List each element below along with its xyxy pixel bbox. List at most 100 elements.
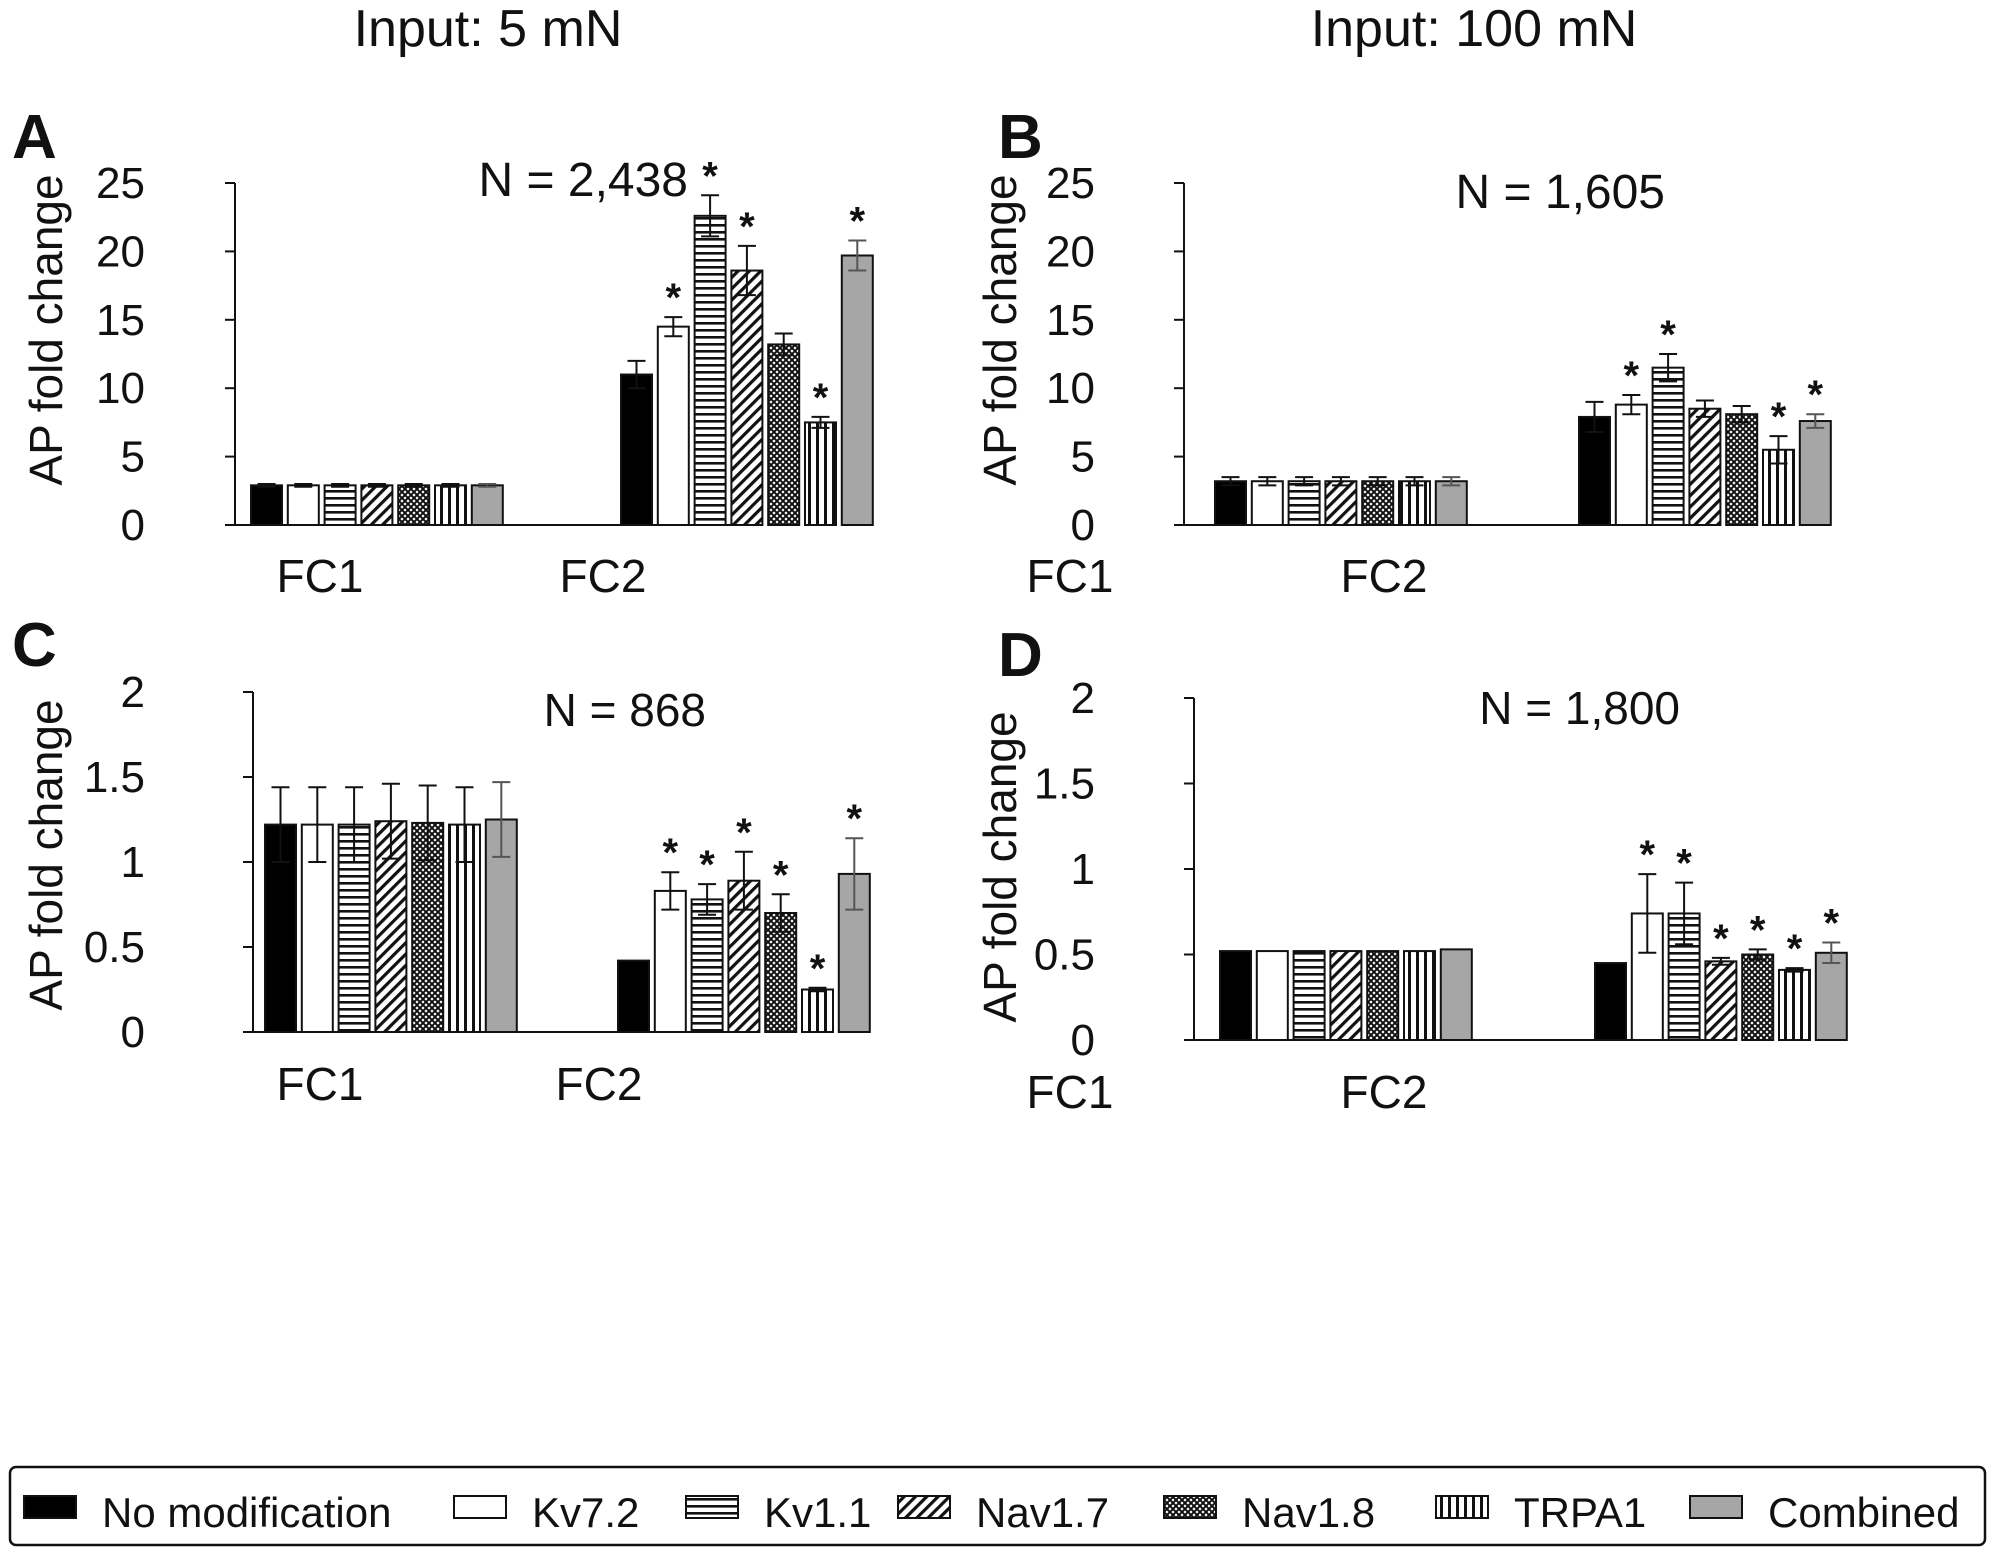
significance-star: *: [666, 276, 682, 320]
bar-fc2-kv7-2: [653, 889, 687, 1034]
panel-letter-c: C: [12, 611, 57, 680]
bar-fc2-no-modification: [620, 373, 653, 526]
significance-star: *: [1808, 373, 1824, 417]
significance-star: *: [699, 843, 715, 887]
bar-fc1-kv7-2: [1255, 950, 1289, 1042]
x-category-label: FC1: [277, 1058, 364, 1110]
bar-fc1-kv1-1: [1287, 480, 1321, 526]
bar-fc2-nav1-8: [764, 912, 798, 1033]
bar-fc1-no-modification: [250, 484, 283, 527]
significance-star: *: [1771, 395, 1787, 439]
bar-fc1-nav1-8: [1366, 950, 1400, 1042]
bar-fc2-nav1-7: [1688, 407, 1722, 526]
y-tick-label: 0.5: [1034, 931, 1095, 980]
y-tick-label: 5: [1071, 433, 1095, 482]
bar-fc1-no-modification: [1214, 480, 1247, 526]
bar-fc1-trpa1: [1398, 480, 1431, 526]
y-tick-label: 0: [1071, 501, 1095, 550]
x-category-label: FC2: [1341, 550, 1428, 602]
bar-fc1-kv7-2: [286, 484, 320, 527]
bar-fc1-no-modification: [1219, 950, 1252, 1042]
significance-star: *: [847, 797, 863, 841]
legend: No modification Kv7.2 Kv1.1 Nav1.7 Nav1.8 TRP…: [8, 1465, 1987, 1547]
y-axis-label: AP fold change: [974, 711, 1026, 1022]
bar-fc1-combined: [1439, 948, 1473, 1041]
bar-fc2-nav1-8: [767, 343, 801, 527]
sample-size-label: N = 868: [544, 684, 706, 736]
legend-label-nav1-7: Nav1.7: [976, 1489, 1109, 1536]
bar-fc1-kv7-2: [1250, 480, 1284, 526]
legend-label-nav1-8: Nav1.8: [1242, 1489, 1375, 1536]
y-tick-label: 0.5: [84, 923, 145, 972]
significance-star: *: [850, 199, 866, 243]
panel-letter-b: B: [998, 103, 1043, 172]
y-tick-label: 2: [1071, 674, 1095, 723]
sample-size-label: N = 1,800: [1479, 682, 1680, 734]
y-tick-label: 20: [1046, 227, 1095, 276]
y-tick-label: 25: [1046, 159, 1095, 208]
y-tick-label: 15: [96, 296, 145, 345]
column-title-100mn: Input: 100 mN: [1311, 0, 1638, 58]
significance-star: *: [1624, 354, 1640, 398]
sample-size-label: N = 2,438: [479, 154, 688, 207]
y-axis-label: AP fold change: [20, 699, 72, 1010]
panel-letter-a: A: [12, 103, 57, 172]
legend-frame: [8, 1465, 1987, 1547]
y-tick-label: 2: [121, 668, 145, 717]
bar-fc1-combined: [1434, 480, 1468, 526]
y-tick-label: 5: [121, 433, 145, 482]
bar-fc2-combined: [1814, 951, 1848, 1041]
legend-swatch-trpa1: [1435, 1495, 1489, 1519]
bar-fc2-no-modification: [1594, 962, 1627, 1041]
legend-swatch-kv7-2: [453, 1495, 507, 1519]
y-tick-label: 20: [96, 227, 145, 276]
bar-fc2-nav1-8: [1741, 953, 1775, 1041]
y-axis-label: AP fold change: [974, 174, 1026, 485]
y-axis-label: AP fold change: [20, 174, 72, 485]
column-title-5mn: Input: 5 mN: [354, 0, 623, 58]
significance-star: *: [1640, 833, 1656, 877]
significance-star: *: [739, 205, 755, 249]
y-tick-label: 10: [1046, 364, 1095, 413]
significance-star: *: [736, 811, 752, 855]
y-tick-label: 10: [96, 364, 145, 413]
bar-fc1-trpa1: [434, 484, 467, 527]
bar-fc2-trpa1: [1778, 968, 1811, 1042]
bar-fc2-nav1-7: [1704, 960, 1738, 1042]
bar-fc2-kv1-1: [690, 898, 724, 1034]
legend-swatch-nav1-7: [897, 1495, 951, 1519]
bar-fc1-nav1-7: [1329, 950, 1363, 1042]
bar-fc1-nav1-8: [1361, 480, 1395, 526]
y-tick-label: 1: [1071, 845, 1095, 894]
bar-fc1-combined: [470, 484, 504, 527]
y-tick-label: 0: [1071, 1016, 1095, 1065]
legend-swatch-nav1-8: [1163, 1495, 1217, 1519]
x-category-label: FC2: [556, 1058, 643, 1110]
bar-fc2-nav1-8: [1725, 413, 1759, 526]
x-category-label: FC2: [1341, 1066, 1428, 1118]
y-tick-label: 15: [1046, 296, 1095, 345]
y-tick-label: 1: [121, 838, 145, 887]
bar-fc2-trpa1: [804, 421, 837, 526]
bar-fc2-kv7-2: [1614, 403, 1648, 526]
significance-star: *: [663, 831, 679, 875]
y-tick-label: 25: [96, 159, 145, 208]
y-tick-label: 1.5: [84, 753, 145, 802]
significance-star: *: [1787, 927, 1803, 971]
significance-star: *: [773, 853, 789, 897]
x-category-label: FC1: [1027, 550, 1114, 602]
bar-fc2-no-modification: [1578, 415, 1611, 527]
bar-fc1-nav1-8: [397, 484, 431, 527]
significance-star: *: [1713, 917, 1729, 961]
panel-letter-d: D: [998, 621, 1043, 690]
significance-star: *: [1824, 902, 1840, 946]
bar-fc2-kv1-1: [1651, 366, 1685, 526]
panel-a: A N = 2,438 AP fold change 0 5 10 15 20 25 FC1 * * *…: [12, 103, 874, 602]
panel-d: D N = 1,800 AP fold change 0 0.5 1 1.5 2 FC1 * * * *…: [974, 621, 1848, 1118]
significance-star: *: [1660, 313, 1676, 357]
bar-fc2-trpa1: [801, 988, 834, 1033]
panel-b: B N = 1,605 AP fold change 0 5 10 15 20 25 FC1 * * *…: [974, 103, 1832, 602]
bar-fc2-no-modification: [617, 959, 650, 1033]
